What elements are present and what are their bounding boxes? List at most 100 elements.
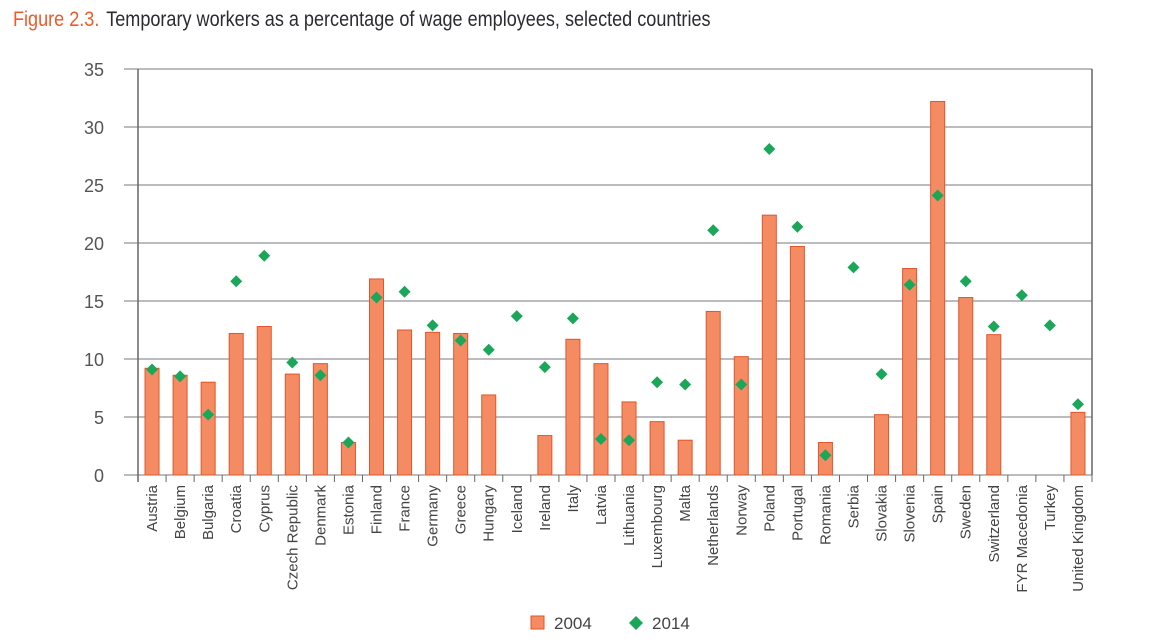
marker-2014 bbox=[594, 433, 607, 446]
bar-2004 bbox=[930, 100, 946, 476]
x-tick-label: Finland bbox=[369, 485, 386, 534]
marker-2014 bbox=[342, 436, 355, 449]
marker-2014 bbox=[314, 369, 327, 382]
x-tick-label: Belgium bbox=[172, 485, 189, 539]
x-tick-label: Romania bbox=[817, 484, 834, 545]
marker-2014 bbox=[763, 143, 776, 156]
x-tick-label: Portugal bbox=[789, 485, 806, 541]
x-tick-label: Netherlands bbox=[705, 485, 722, 566]
x-tick-label: Luxembourg bbox=[649, 485, 666, 568]
marker-2014 bbox=[707, 224, 720, 237]
x-tick-label: Slovakia bbox=[874, 484, 891, 541]
x-tick-label: Spain bbox=[930, 485, 947, 523]
figure-label: Figure 2.3. bbox=[13, 8, 100, 31]
bar-2004 bbox=[228, 332, 244, 476]
bar-2004 bbox=[986, 334, 1002, 476]
x-tick-label: Malta bbox=[677, 484, 694, 521]
y-tick-label: 0 bbox=[94, 466, 104, 486]
x-tick-label: Turkey bbox=[1042, 485, 1059, 531]
x-tick-label: Austria bbox=[144, 484, 161, 531]
bar-2004 bbox=[593, 363, 609, 476]
bar-2004 bbox=[761, 214, 777, 476]
x-tick-label: Greece bbox=[453, 485, 470, 534]
marker-2014 bbox=[286, 356, 299, 369]
bar-2004 bbox=[677, 439, 693, 476]
bar-2004 bbox=[312, 363, 328, 476]
marker-2014 bbox=[679, 378, 692, 391]
x-tick-label: Italy bbox=[565, 485, 582, 513]
x-tick-label: Iceland bbox=[509, 485, 526, 533]
x-tick-label: United Kingdom bbox=[1070, 485, 1087, 592]
marker-2014 bbox=[370, 291, 383, 304]
legend-label-2004: 2004 bbox=[554, 614, 592, 633]
marker-2014 bbox=[1043, 319, 1056, 332]
marker-2014 bbox=[875, 368, 888, 381]
marker-2014 bbox=[791, 220, 804, 233]
y-tick-label: 5 bbox=[94, 408, 104, 428]
marker-2014 bbox=[959, 275, 972, 288]
x-tick-label: Latvia bbox=[593, 484, 610, 525]
bar-2004 bbox=[172, 374, 188, 476]
bar-2004 bbox=[425, 331, 441, 476]
bar-2004 bbox=[284, 373, 300, 476]
marker-2014 bbox=[146, 363, 159, 376]
legend-label-2014: 2014 bbox=[652, 614, 690, 633]
marker-2014 bbox=[1071, 398, 1084, 411]
bar-2004 bbox=[256, 326, 272, 476]
y-tick-label: 15 bbox=[84, 292, 104, 312]
y-tick-label: 30 bbox=[84, 118, 104, 138]
marker-2014 bbox=[566, 312, 579, 325]
y-tick-label: 20 bbox=[84, 234, 104, 254]
x-tick-label: Sweden bbox=[958, 485, 975, 539]
marker-2014 bbox=[174, 370, 187, 383]
x-tick-label: Denmark bbox=[312, 485, 329, 546]
x-tick-label: Slovenia bbox=[902, 484, 919, 542]
marker-2014 bbox=[931, 189, 944, 202]
x-tick-label: Croatia bbox=[228, 484, 245, 533]
x-tick-label: Ireland bbox=[537, 485, 554, 531]
marker-2014 bbox=[538, 361, 551, 374]
marker-2014 bbox=[987, 320, 1000, 333]
bar-2004 bbox=[481, 394, 497, 476]
marker-2014 bbox=[651, 376, 664, 389]
x-tick-label: Bulgaria bbox=[200, 484, 217, 540]
x-tick-label: Switzerland bbox=[986, 485, 1003, 563]
x-tick-label: Cyprus bbox=[256, 485, 273, 533]
marker-2014 bbox=[426, 319, 439, 332]
x-tick-label: Norway bbox=[733, 485, 750, 536]
bar-2004 bbox=[369, 278, 384, 476]
marker-2014 bbox=[847, 261, 860, 274]
marker-2014 bbox=[903, 278, 916, 291]
chart-title: Figure 2.3. Temporary workers as a percen… bbox=[13, 8, 711, 32]
x-tick-label: Lithuania bbox=[621, 484, 638, 546]
bar-2004 bbox=[789, 245, 805, 476]
bar-2004 bbox=[705, 310, 721, 476]
bar-2004 bbox=[397, 329, 413, 476]
bar-2004 bbox=[144, 367, 160, 476]
marker-2014 bbox=[398, 285, 411, 298]
x-tick-label: Estonia bbox=[340, 484, 357, 535]
x-tick-label: Hungary bbox=[481, 485, 498, 542]
legend-swatch-2004 bbox=[530, 615, 545, 630]
bar-2004 bbox=[453, 332, 469, 476]
x-tick-label: Germany bbox=[425, 485, 442, 547]
marker-2014 bbox=[454, 334, 467, 347]
bar-2004 bbox=[958, 297, 974, 476]
y-tick-label: 35 bbox=[84, 60, 104, 80]
marker-2014 bbox=[482, 343, 495, 356]
bar-2004 bbox=[649, 421, 665, 476]
title-text: Temporary workers as a percentage of wag… bbox=[106, 8, 711, 31]
marker-2014 bbox=[1015, 289, 1028, 302]
marker-2014 bbox=[819, 449, 832, 462]
x-tick-label: Poland bbox=[761, 485, 778, 532]
bar-2004 bbox=[565, 338, 581, 476]
x-tick-label: Serbia bbox=[846, 484, 863, 528]
marker-2014 bbox=[258, 249, 271, 262]
marker-2014 bbox=[623, 434, 636, 447]
x-tick-label: FYR Macedonia bbox=[1014, 484, 1031, 592]
bar-2004 bbox=[200, 381, 216, 476]
y-tick-label: 25 bbox=[84, 176, 104, 196]
marker-2014 bbox=[202, 408, 215, 421]
x-tick-label: France bbox=[397, 485, 414, 532]
